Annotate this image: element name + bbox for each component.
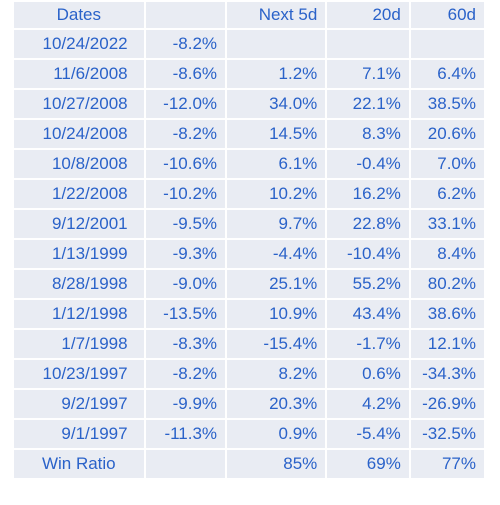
- header-cell: Dates: [14, 2, 144, 28]
- date-cell: 1/13/1999: [14, 240, 144, 268]
- value-cell: 6.4%: [410, 60, 484, 88]
- table-row: 9/12/2001 -9.5% 9.7% 22.8% 33.1%: [14, 210, 484, 238]
- date-cell: 10/27/2008: [14, 90, 144, 118]
- value-cell: -8.2%: [145, 120, 226, 148]
- footer-cell: 85%: [227, 450, 326, 478]
- value-cell: 22.1%: [327, 90, 409, 118]
- value-cell: 4.2%: [327, 390, 409, 418]
- date-cell: 9/2/1997: [14, 390, 144, 418]
- value-cell: [410, 30, 484, 58]
- date-cell: 10/24/2008: [14, 120, 144, 148]
- date-cell: 10/24/2022: [14, 30, 144, 58]
- footer-cell: [145, 450, 226, 478]
- value-cell: [227, 30, 326, 58]
- header-cell: [145, 2, 226, 28]
- footer-cell: Win Ratio: [14, 450, 144, 478]
- value-cell: -9.5%: [145, 210, 226, 238]
- table-row: 10/23/1997 -8.2% 8.2% 0.6% -34.3%: [14, 360, 484, 388]
- value-cell: 8.4%: [410, 240, 484, 268]
- value-cell: -8.2%: [145, 360, 226, 388]
- date-cell: 11/6/2008: [14, 60, 144, 88]
- drawdown-returns-table: Dates Next 5d 20d 60d 10/24/2022 -8.2% 11/…: [12, 0, 486, 480]
- value-cell: -13.5%: [145, 300, 226, 328]
- value-cell: -10.2%: [145, 180, 226, 208]
- date-cell: 9/12/2001: [14, 210, 144, 238]
- drawdown-returns-table-container: Dates Next 5d 20d 60d 10/24/2022 -8.2% 11/…: [12, 0, 486, 480]
- value-cell: -34.3%: [410, 360, 484, 388]
- win-ratio-row: Win Ratio 85% 69% 77%: [14, 450, 484, 478]
- table-row: 9/2/1997 -9.9% 20.3% 4.2% -26.9%: [14, 390, 484, 418]
- value-cell: -0.4%: [327, 150, 409, 178]
- value-cell: 1.2%: [227, 60, 326, 88]
- table-body: 10/24/2022 -8.2% 11/6/2008 -8.6% 1.2% 7.1% 6.4…: [14, 30, 484, 448]
- value-cell: 6.2%: [410, 180, 484, 208]
- table-row: 9/1/1997 -11.3% 0.9% -5.4% -32.5%: [14, 420, 484, 448]
- value-cell: -12.0%: [145, 90, 226, 118]
- table-row: 10/24/2008 -8.2% 14.5% 8.3% 20.6%: [14, 120, 484, 148]
- value-cell: 12.1%: [410, 330, 484, 358]
- value-cell: 8.3%: [327, 120, 409, 148]
- footer-cell: 77%: [410, 450, 484, 478]
- value-cell: -9.0%: [145, 270, 226, 298]
- value-cell: 10.9%: [227, 300, 326, 328]
- value-cell: 7.0%: [410, 150, 484, 178]
- value-cell: [327, 30, 409, 58]
- table-row: 10/24/2022 -8.2%: [14, 30, 484, 58]
- value-cell: -32.5%: [410, 420, 484, 448]
- value-cell: 20.3%: [227, 390, 326, 418]
- header-cell: 20d: [327, 2, 409, 28]
- table-row: 10/27/2008 -12.0% 34.0% 22.1% 38.5%: [14, 90, 484, 118]
- header-cell: Next 5d: [227, 2, 326, 28]
- value-cell: -10.4%: [327, 240, 409, 268]
- table-row: 1/22/2008 -10.2% 10.2% 16.2% 6.2%: [14, 180, 484, 208]
- value-cell: 16.2%: [327, 180, 409, 208]
- value-cell: 34.0%: [227, 90, 326, 118]
- table-row: 8/28/1998 -9.0% 25.1% 55.2% 80.2%: [14, 270, 484, 298]
- date-cell: 1/12/1998: [14, 300, 144, 328]
- value-cell: -9.9%: [145, 390, 226, 418]
- value-cell: -5.4%: [327, 420, 409, 448]
- value-cell: 22.8%: [327, 210, 409, 238]
- value-cell: 7.1%: [327, 60, 409, 88]
- table-row: 11/6/2008 -8.6% 1.2% 7.1% 6.4%: [14, 60, 484, 88]
- value-cell: -8.2%: [145, 30, 226, 58]
- table-row: 1/13/1999 -9.3% -4.4% -10.4% 8.4%: [14, 240, 484, 268]
- value-cell: 14.5%: [227, 120, 326, 148]
- value-cell: 20.6%: [410, 120, 484, 148]
- value-cell: 0.9%: [227, 420, 326, 448]
- footer-cell: 69%: [327, 450, 409, 478]
- date-cell: 10/23/1997: [14, 360, 144, 388]
- value-cell: 55.2%: [327, 270, 409, 298]
- value-cell: 80.2%: [410, 270, 484, 298]
- value-cell: 38.6%: [410, 300, 484, 328]
- value-cell: 33.1%: [410, 210, 484, 238]
- table-row: 10/8/2008 -10.6% 6.1% -0.4% 7.0%: [14, 150, 484, 178]
- value-cell: 6.1%: [227, 150, 326, 178]
- value-cell: 9.7%: [227, 210, 326, 238]
- value-cell: 25.1%: [227, 270, 326, 298]
- date-cell: 10/8/2008: [14, 150, 144, 178]
- value-cell: -9.3%: [145, 240, 226, 268]
- value-cell: -4.4%: [227, 240, 326, 268]
- date-cell: 9/1/1997: [14, 420, 144, 448]
- header-row: Dates Next 5d 20d 60d: [14, 2, 484, 28]
- value-cell: 10.2%: [227, 180, 326, 208]
- header-cell: 60d: [410, 2, 484, 28]
- value-cell: 8.2%: [227, 360, 326, 388]
- date-cell: 8/28/1998: [14, 270, 144, 298]
- value-cell: -1.7%: [327, 330, 409, 358]
- value-cell: -15.4%: [227, 330, 326, 358]
- value-cell: 0.6%: [327, 360, 409, 388]
- table-row: 1/7/1998 -8.3% -15.4% -1.7% 12.1%: [14, 330, 484, 358]
- value-cell: 43.4%: [327, 300, 409, 328]
- value-cell: -26.9%: [410, 390, 484, 418]
- date-cell: 1/7/1998: [14, 330, 144, 358]
- value-cell: -11.3%: [145, 420, 226, 448]
- value-cell: -10.6%: [145, 150, 226, 178]
- table-row: 1/12/1998 -13.5% 10.9% 43.4% 38.6%: [14, 300, 484, 328]
- value-cell: 38.5%: [410, 90, 484, 118]
- value-cell: -8.3%: [145, 330, 226, 358]
- date-cell: 1/22/2008: [14, 180, 144, 208]
- value-cell: -8.6%: [145, 60, 226, 88]
